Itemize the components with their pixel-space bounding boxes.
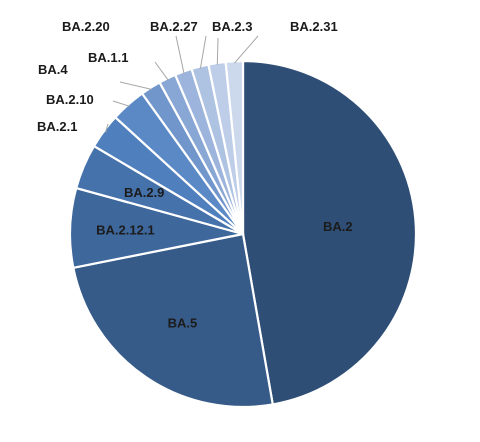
slice-label-ba-2-3: BA.2.3	[212, 19, 252, 34]
slice-label-ba-2-27: BA.2.27	[150, 19, 198, 34]
slices-group	[68, 59, 418, 409]
leader-line-ba-2-10	[112, 100, 130, 107]
slice-label-ba-5: BA.5	[168, 316, 198, 331]
leader-line-ba-2-31	[234, 35, 259, 64]
pie-slice-ba-2-31	[224, 59, 245, 236]
slice-label-ba-2-1: BA.2.1	[37, 119, 77, 134]
slice-label-ba-2-10: BA.2.10	[46, 92, 94, 107]
pie-slice-ba-2	[241, 59, 418, 406]
labels-group: BA.2 BA.5 BA.2.12.1 BA.2.9 BA.2.1 BA.2.10 BA.4…	[37, 19, 353, 331]
leader-line-ba-2-3	[216, 37, 219, 65]
slice-label-ba-4: BA.4	[38, 62, 68, 77]
slice-label-ba-2-12-1: BA.2.12.1	[96, 223, 155, 238]
slice-label-ba-2-9: BA.2.9	[124, 185, 164, 200]
slice-label-ba-2-31: BA.2.31	[290, 19, 338, 34]
slice-label-ba-2-20: BA.2.20	[62, 19, 110, 34]
leader-line-ba-2-1	[105, 123, 109, 133]
slice-label-ba-1-1: BA.1.1	[88, 50, 128, 65]
leader-line-ba-4	[119, 81, 152, 90]
leader-lines-group	[105, 35, 259, 133]
pie-slice-ba-5	[72, 232, 274, 409]
leader-line-ba-1-1	[154, 61, 169, 81]
slice-label-ba-2: BA.2	[323, 219, 353, 234]
leader-line-ba-2-27	[199, 35, 207, 69]
leader-line-ba-2-20	[175, 35, 185, 74]
